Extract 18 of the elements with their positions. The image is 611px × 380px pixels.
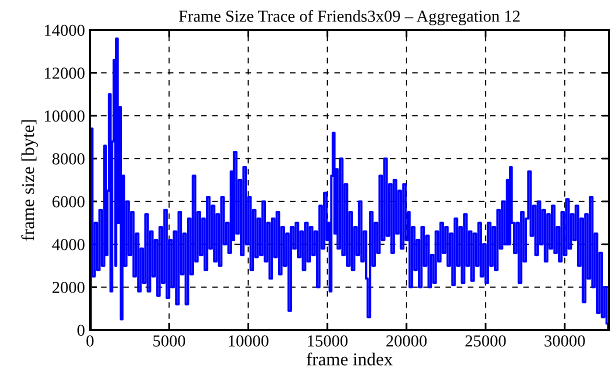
x-axis-title: frame index [306, 352, 393, 366]
x-tick-label: 30000 [544, 335, 585, 347]
x-tick-label: 25000 [465, 335, 506, 347]
x-tick-label: 5000 [153, 335, 186, 347]
y-tick-label: 2000 [52, 282, 85, 294]
y-axis-title: frame size [byte] [21, 120, 38, 241]
x-tick-label: 10000 [228, 335, 268, 347]
y-tick-label: 14000 [44, 24, 85, 36]
chart-title: Frame Size Trace of Friends3x09 – Aggregation 12 [178, 10, 520, 26]
y-tick-label: 6000 [52, 196, 85, 208]
y-tick-label: 12000 [44, 68, 85, 79]
y-tick-label: 0 [77, 324, 85, 336]
y-tick-label: 10000 [44, 110, 85, 122]
y-tick-label: 8000 [52, 153, 85, 165]
y-tick-label: 4000 [52, 238, 85, 250]
x-tick-label: 0 [86, 335, 94, 347]
x-tick-label: 15000 [308, 335, 348, 347]
x-tick-label: 20000 [386, 335, 427, 347]
